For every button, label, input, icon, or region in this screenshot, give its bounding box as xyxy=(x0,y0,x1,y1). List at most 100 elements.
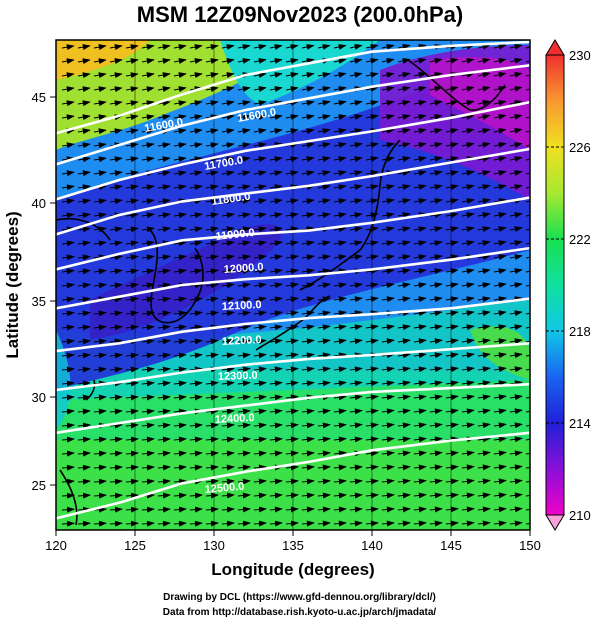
wind-arrow xyxy=(61,86,75,93)
wind-arrow xyxy=(141,128,155,135)
wind-arrow xyxy=(349,72,363,78)
wind-arrow xyxy=(509,282,523,289)
wind-arrow xyxy=(493,240,507,247)
wind-arrow xyxy=(381,226,395,233)
wind-arrow xyxy=(413,100,427,106)
wind-arrow xyxy=(93,100,107,107)
wind-arrow xyxy=(333,198,347,205)
wind-arrow xyxy=(461,71,475,78)
wind-arrow xyxy=(141,268,155,275)
wind-arrow xyxy=(285,156,299,163)
wind-arrow xyxy=(141,436,155,443)
wind-arrow xyxy=(429,506,443,513)
wind-arrow xyxy=(61,142,75,149)
wind-arrow xyxy=(221,254,235,261)
wind-arrow xyxy=(429,422,443,429)
wind-arrow xyxy=(381,338,395,345)
wind-arrow xyxy=(477,408,491,415)
wind-arrow xyxy=(253,338,267,345)
wind-arrow xyxy=(253,296,267,303)
wind-arrow xyxy=(349,366,363,373)
wind-arrow xyxy=(525,256,530,259)
wind-arrow xyxy=(93,478,107,485)
wind-arrow xyxy=(285,86,299,92)
wind-arrow xyxy=(445,85,459,92)
wind-arrow xyxy=(269,72,283,78)
wind-arrow xyxy=(413,282,427,289)
wind-arrow xyxy=(253,380,267,387)
wind-arrow xyxy=(157,394,171,401)
wind-arrow xyxy=(205,58,219,64)
wind-arrow xyxy=(285,310,299,317)
colorbar-tick-214: 214 xyxy=(569,416,591,431)
wind-arrow xyxy=(93,212,107,219)
wind-arrow xyxy=(157,310,171,317)
wind-arrow xyxy=(365,422,379,429)
wind-arrow xyxy=(173,142,187,149)
wind-arrow xyxy=(461,450,475,457)
wind-arrow xyxy=(445,170,459,176)
wind-arrow xyxy=(397,520,411,527)
wind-arrow xyxy=(525,46,530,49)
wind-arrow xyxy=(189,422,203,429)
wind-arrow xyxy=(77,310,91,317)
wind-arrow xyxy=(173,58,187,64)
wind-arrow xyxy=(125,282,139,289)
wind-arrow xyxy=(365,380,379,387)
wind-arrow xyxy=(317,198,331,205)
wind-arrow xyxy=(381,156,395,162)
wind-arrow xyxy=(333,352,347,359)
wind-arrow xyxy=(237,380,251,387)
wind-arrow xyxy=(77,450,91,457)
wind-arrow xyxy=(237,338,251,345)
wind-arrow xyxy=(381,450,395,457)
wind-arrow xyxy=(397,71,411,78)
wind-arrow xyxy=(493,184,507,190)
wind-arrow xyxy=(525,424,530,427)
wind-arrow xyxy=(493,198,507,204)
wind-arrow xyxy=(77,282,91,289)
wind-arrow xyxy=(157,366,171,373)
wind-arrow xyxy=(285,380,299,387)
wind-arrow xyxy=(317,436,331,443)
wind-arrow xyxy=(461,198,475,204)
wind-arrow xyxy=(413,366,427,373)
wind-arrow xyxy=(397,464,411,471)
wind-arrow xyxy=(189,352,203,359)
wind-arrow xyxy=(285,464,299,471)
wind-arrow xyxy=(221,86,235,92)
wind-arrow xyxy=(253,422,267,429)
wind-arrow xyxy=(493,506,507,513)
wind-arrow xyxy=(525,494,530,497)
wind-arrow xyxy=(269,114,283,121)
wind-arrow xyxy=(205,240,219,247)
wind-arrow xyxy=(77,352,91,359)
wind-arrow xyxy=(365,72,379,78)
wind-arrow xyxy=(493,296,507,303)
wind-arrow xyxy=(77,366,91,373)
wind-arrow xyxy=(413,254,427,261)
y-axis-ticks xyxy=(50,96,56,486)
wind-arrow xyxy=(61,72,75,79)
wind-arrow xyxy=(141,324,155,331)
wind-arrow xyxy=(365,254,379,261)
wind-arrow xyxy=(461,352,475,359)
wind-arrow xyxy=(317,408,331,415)
wind-arrow xyxy=(221,72,235,78)
wind-arrow xyxy=(253,114,267,121)
wind-arrow xyxy=(61,212,75,219)
wind-arrow xyxy=(397,492,411,499)
wind-arrow xyxy=(285,352,299,359)
wind-arrow xyxy=(349,478,363,485)
wind-arrow xyxy=(397,268,411,275)
wind-arrow xyxy=(173,506,187,513)
wind-arrow xyxy=(269,436,283,443)
wind-arrow xyxy=(157,464,171,471)
wind-arrow xyxy=(349,338,363,345)
wind-arrow xyxy=(397,450,411,457)
wind-arrow xyxy=(397,212,411,219)
wind-arrow xyxy=(61,240,75,247)
wind-arrow xyxy=(125,184,139,191)
wind-arrow xyxy=(269,212,283,219)
wind-arrow xyxy=(301,282,315,289)
